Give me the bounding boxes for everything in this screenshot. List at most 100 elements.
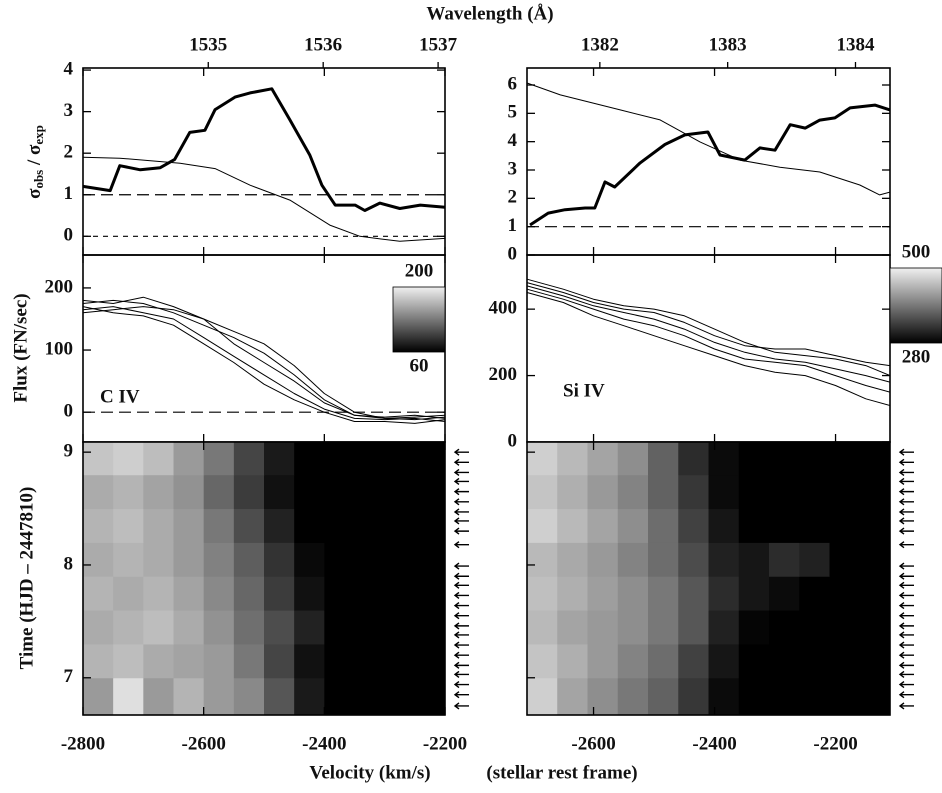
x-tick-label: -2200 (423, 733, 467, 754)
observation-arrow (898, 641, 914, 649)
x2-tick-label: 1383 (709, 34, 747, 55)
heatmap-cell (294, 677, 325, 716)
heatmap-cell (557, 474, 588, 510)
heatmap-cell (678, 677, 709, 716)
heatmap-cell (527, 610, 558, 645)
heatmap-cell (233, 474, 265, 510)
heatmap-cell (294, 610, 325, 645)
y-axis-label-part: σ (24, 188, 45, 199)
panel-frame (82, 67, 446, 256)
data-line (82, 87, 446, 212)
heatmap-cell (557, 643, 588, 679)
x2-tick-label: 1536 (304, 34, 342, 55)
heatmap-cell (83, 442, 114, 476)
heatmap-cell (829, 610, 861, 645)
heatmap-cell (678, 474, 709, 510)
heatmap-cell (143, 474, 174, 510)
heatmap-cell (587, 508, 619, 543)
heatmap-cell (738, 610, 770, 645)
y-tick-label: 2 (508, 187, 518, 208)
y-tick-label: 4 (64, 58, 74, 79)
heatmap-cell (203, 643, 235, 679)
observation-arrow (453, 702, 469, 710)
heatmap-cell (769, 474, 800, 510)
heatmap-cell (799, 677, 830, 716)
heatmap-cell (738, 508, 770, 543)
heatmap-cell (143, 643, 174, 679)
heatmap-cell (678, 576, 709, 611)
y-tick-label: 0 (64, 401, 74, 422)
y-tick-label: 1 (508, 215, 518, 236)
heatmap-cell (708, 610, 740, 645)
heatmap-cell (83, 610, 114, 645)
panel-frame (82, 441, 446, 716)
observation-arrow (898, 661, 914, 669)
y-tick-label: 4 (508, 130, 518, 151)
heatmap-cell (83, 542, 114, 577)
heatmap-cell (173, 643, 205, 679)
heatmap-cell (829, 508, 861, 543)
observation-arrow (898, 572, 914, 580)
heatmap-cell (678, 442, 709, 476)
heatmap-cell (769, 542, 800, 577)
heatmap-cell (113, 576, 144, 611)
heatmap-cell (354, 442, 386, 476)
observation-arrow (453, 458, 469, 466)
heatmap-cell (678, 643, 709, 679)
y-tick-label: 7 (64, 666, 74, 687)
y-axis-label: σobs / σexp (24, 125, 46, 199)
heatmap-cell (354, 576, 386, 611)
y-tick-label: 2 (64, 142, 74, 163)
heatmap-cell (859, 442, 891, 476)
heatmap-cell (829, 677, 861, 716)
data-line (529, 103, 891, 227)
observation-arrow (453, 517, 469, 525)
x-axis-label: (stellar rest frame) (486, 762, 637, 783)
heatmap-cell (113, 610, 144, 645)
heatmap-cell (648, 677, 679, 716)
observation-arrow (898, 612, 914, 620)
heatmap-cell (113, 474, 144, 510)
x2-tick-label: 1535 (189, 34, 227, 55)
heatmap-cell (384, 542, 416, 577)
colorbar-label: 500 (902, 241, 931, 262)
heatmap-cell (859, 576, 891, 611)
y-tick-label: 1 (64, 183, 74, 204)
heatmap-cell (324, 643, 355, 679)
heatmap-cell (264, 677, 295, 716)
data-line (526, 292, 891, 406)
heatmap-cell (264, 474, 295, 510)
heatmap-cell (203, 576, 235, 611)
heatmap-cell (678, 542, 709, 577)
observation-arrow (898, 702, 914, 710)
heatmap-cell (587, 610, 619, 645)
observation-arrow (898, 448, 914, 456)
heatmap-cell (738, 542, 770, 577)
heatmap-cell (233, 610, 265, 645)
observation-arrow (453, 498, 469, 506)
heatmap-cell (527, 643, 558, 679)
x2-tick-label: 1384 (836, 34, 875, 55)
heatmap-cell (384, 474, 416, 510)
observation-arrow (898, 508, 914, 516)
observation-arrow (898, 517, 914, 525)
heatmap-cell (617, 576, 649, 611)
y-tick-label: 5 (508, 102, 518, 123)
annotation: Si IV (563, 380, 605, 401)
heatmap-cell (799, 576, 830, 611)
y-tick-label: 0 (508, 430, 518, 451)
heatmap-cell (294, 643, 325, 679)
observation-arrow (898, 622, 914, 630)
data-line (82, 306, 446, 422)
heatmap-cell (143, 576, 174, 611)
heatmap-cell (829, 474, 861, 510)
heatmap-cell (738, 442, 770, 476)
observation-arrow (453, 622, 469, 630)
heatmap-cell (384, 610, 416, 645)
heatmap-cell (708, 643, 740, 679)
heatmap-cell (83, 576, 114, 611)
heatmap-cell (769, 610, 800, 645)
observation-arrow (453, 581, 469, 589)
heatmap-cell (414, 442, 446, 476)
x-tick-label: -2600 (571, 733, 615, 754)
